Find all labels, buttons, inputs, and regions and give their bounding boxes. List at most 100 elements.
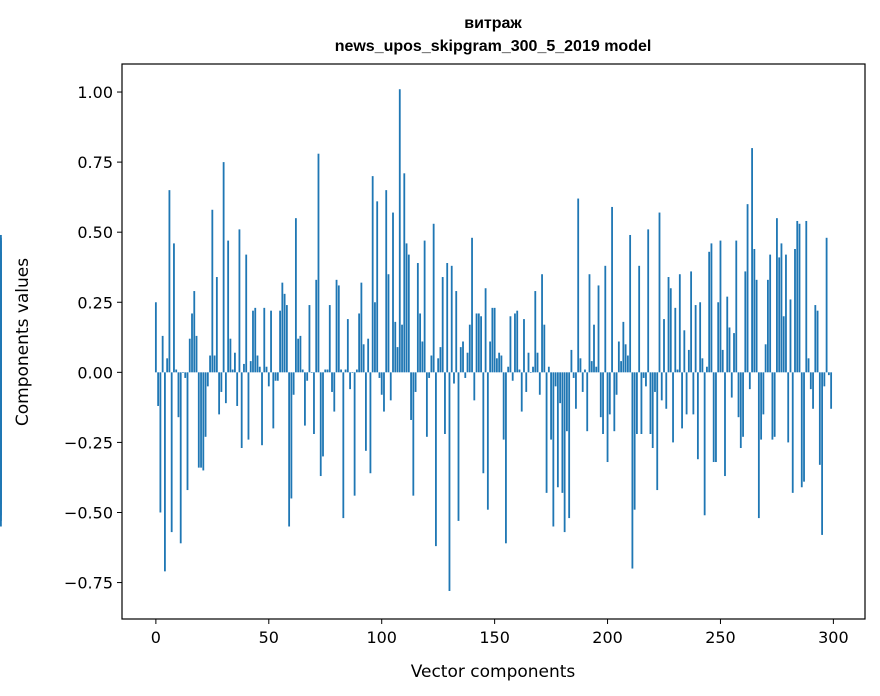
bar-108: [398, 89, 401, 373]
bar-67: [306, 372, 309, 381]
bar-60: [290, 372, 293, 499]
bar-27: [215, 277, 218, 373]
bar-7: [170, 372, 173, 533]
bar-181: [563, 372, 566, 533]
bar-165: [527, 352, 530, 373]
bar-288: [805, 220, 808, 373]
bar-132: [453, 372, 455, 384]
bar-178: [556, 372, 559, 488]
bar-171: [541, 274, 543, 373]
bar-248: [715, 372, 717, 463]
bar-76: [326, 369, 329, 373]
y-axis-label: Components values: [13, 258, 33, 426]
bar-112: [407, 254, 410, 373]
bar-216: [642, 372, 645, 378]
bar-120: [425, 372, 428, 437]
bar-176: [552, 372, 555, 527]
bar-290: [809, 372, 812, 390]
bar-94: [367, 338, 370, 373]
bar-189: [581, 372, 584, 392]
bar-193: [590, 361, 593, 373]
bar-157: [509, 316, 512, 373]
bar-218: [647, 229, 650, 373]
bar-102: [385, 190, 388, 373]
bar-130: [448, 372, 451, 591]
bar-121: [428, 372, 431, 378]
bar-156: [507, 366, 510, 373]
bar-293: [816, 310, 819, 373]
bar-28: [218, 372, 221, 415]
bar-262: [746, 204, 749, 373]
bar-149: [491, 307, 494, 373]
bar-11: [179, 372, 182, 544]
bar-210: [629, 234, 632, 373]
bar-182: [565, 372, 568, 432]
bar-125: [437, 358, 440, 373]
bar-197: [599, 372, 602, 418]
bar-253: [726, 296, 729, 373]
bar-161: [518, 369, 521, 373]
bar-292: [814, 305, 817, 373]
bar-10: [177, 372, 180, 418]
bar-undefined: [0, 310, 2, 373]
x-tick-label: 100: [366, 628, 397, 647]
bar-204: [615, 372, 618, 395]
bar-296: [823, 372, 826, 387]
bar-114: [412, 372, 415, 496]
bar-261: [744, 271, 747, 373]
bar-260: [742, 372, 744, 437]
bar-110: [403, 173, 406, 373]
bar-84: [344, 369, 347, 373]
bar-166: [529, 372, 532, 373]
bar-278: [782, 316, 785, 373]
bar-198: [602, 372, 604, 434]
bar-295: [821, 372, 823, 535]
bar-212: [633, 372, 636, 510]
y-tick-label: −0.50: [64, 503, 113, 522]
bar-35: [234, 352, 236, 373]
bar-undefined: [0, 372, 2, 485]
bar-223: [658, 212, 661, 373]
chart-subtitle: news_upos_skipgram_300_5_2019 model: [335, 38, 652, 55]
bar-297: [825, 237, 828, 373]
bar-285: [798, 223, 801, 373]
bar-136: [462, 341, 464, 373]
bar-159: [514, 313, 516, 373]
bar-77: [328, 305, 331, 373]
bar-36: [236, 372, 239, 406]
bar-33: [229, 338, 232, 373]
y-tick-label: −0.25: [64, 433, 113, 452]
bar-15: [188, 338, 191, 373]
bar-175: [550, 372, 552, 440]
bar-17: [193, 291, 196, 373]
bar-119: [423, 240, 426, 373]
bar-289: [807, 358, 810, 373]
bar-185: [572, 372, 575, 378]
bar-111: [405, 243, 408, 373]
bar-220: [651, 372, 654, 449]
x-tick-label: 150: [479, 628, 510, 647]
bar-61: [292, 372, 295, 395]
bar-23: [206, 372, 209, 387]
bar-115: [414, 372, 417, 392]
bar-239: [694, 305, 697, 373]
bar-246: [710, 243, 713, 373]
bar-92: [362, 344, 365, 373]
bar-45: [256, 355, 259, 373]
bar-98: [376, 201, 379, 373]
bar-44: [254, 307, 257, 373]
bar-242: [701, 358, 704, 373]
bar-145: [482, 372, 485, 474]
bar-294: [818, 372, 821, 465]
bar-64: [299, 335, 302, 373]
bar-116: [416, 263, 419, 373]
bar-73: [319, 372, 322, 477]
bar-58: [285, 305, 288, 373]
bar-245: [708, 251, 711, 373]
bar-146: [484, 288, 487, 373]
bar-291: [812, 372, 814, 409]
bar-280: [787, 372, 790, 443]
bar-14: [186, 372, 189, 491]
bar-21: [202, 372, 205, 471]
bar-83: [342, 372, 345, 519]
